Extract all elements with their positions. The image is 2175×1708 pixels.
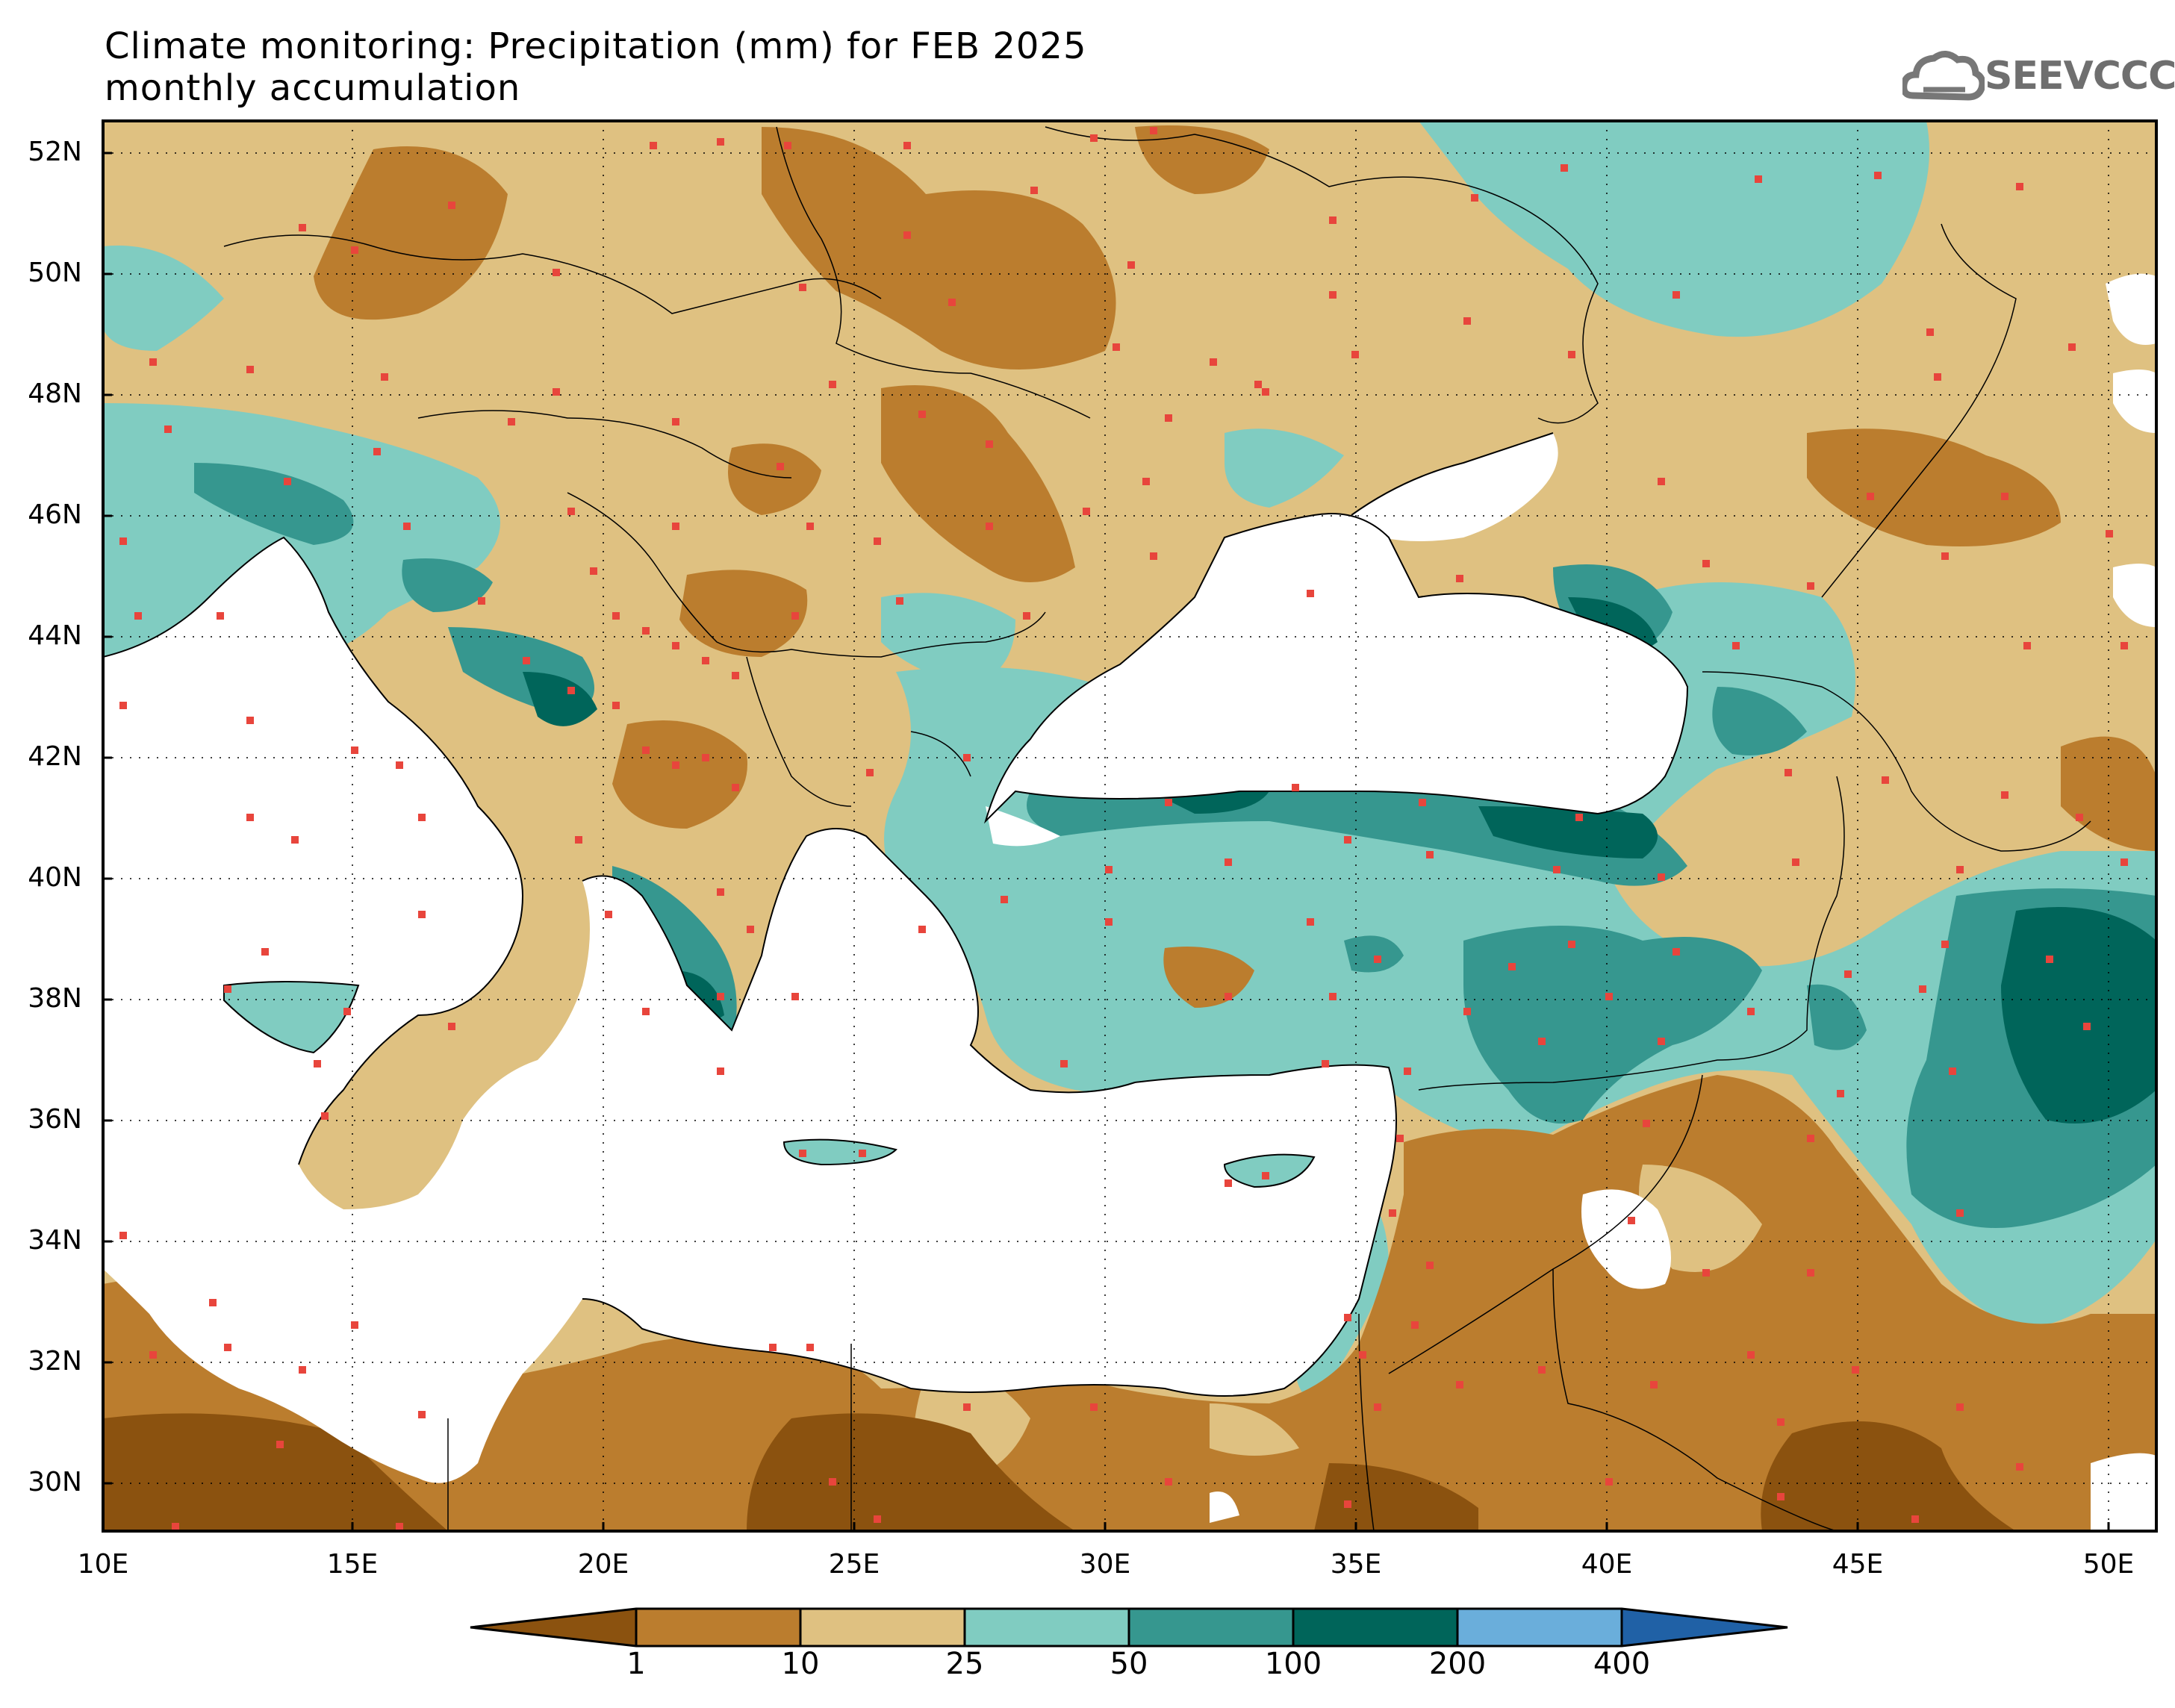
precipitation-field [103,121,2156,1531]
logo-text: SEEVCCC [1985,54,2175,99]
colorbar-label-25: 25 [945,1647,984,1681]
lat-label-44n: 44N [28,620,82,651]
colorbar-label-200: 200 [1428,1647,1487,1681]
coastlines [103,432,1689,1397]
colorbar-label-100: 100 [1264,1647,1322,1681]
lat-label-40n: 40N [28,862,82,893]
lon-label-40e: 40E [1581,1549,1633,1580]
map-frame [102,119,2158,1533]
lat-label-30n: 30N [28,1467,82,1497]
map-title: Climate monitoring: Precipitation (mm) f… [105,25,1087,67]
lon-label-20e: 20E [577,1549,629,1580]
colorbar-label-400: 400 [1593,1647,1651,1681]
lat-label-50n: 50N [28,258,82,288]
cloud-icon [1900,51,1986,101]
country-borders [223,126,2091,1531]
lat-label-34n: 34N [28,1225,82,1256]
lon-label-45e: 45E [1832,1549,1884,1580]
lat-label-42n: 42N [28,741,82,772]
colorbar-label-1: 1 [626,1647,646,1681]
lat-label-38n: 38N [28,983,82,1014]
lat-label-32n: 32N [28,1346,82,1377]
lon-label-30e: 30E [1079,1549,1131,1580]
seevccc-logo: SEEVCCC [1900,43,2175,110]
lon-label-35e: 35E [1330,1549,1382,1580]
axis-ticks [102,152,2110,1531]
map-subtitle: monthly accumulation [105,67,521,109]
lon-label-25e: 25E [828,1549,880,1580]
lon-label-15e: 15E [326,1549,379,1580]
lat-label-52n: 52N [28,137,82,167]
lat-label-48n: 48N [28,378,82,409]
station-markers [119,127,2128,1530]
lat-label-46n: 46N [28,499,82,530]
lon-label-10e: 10E [77,1549,129,1580]
lat-label-36n: 36N [28,1104,82,1135]
lon-label-50e: 50E [2082,1549,2135,1580]
colorbar-label-50: 50 [1110,1647,1148,1681]
colorbar-label-10: 10 [781,1647,820,1681]
